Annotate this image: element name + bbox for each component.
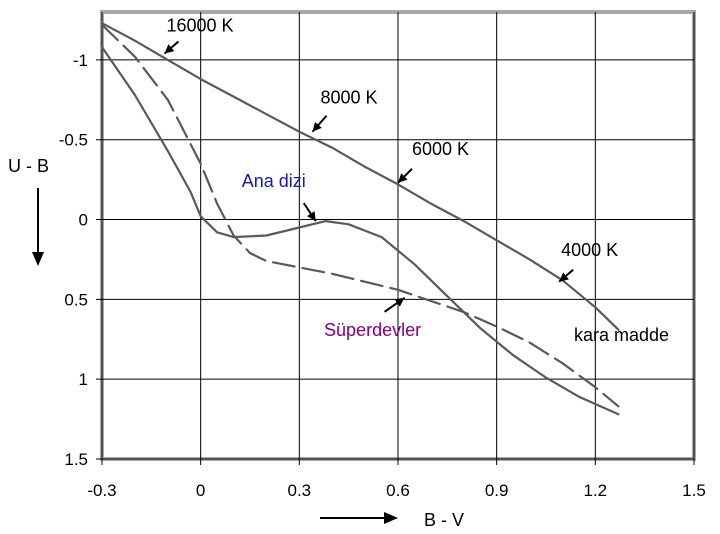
x-tick-label: 0 — [196, 481, 205, 500]
annotations: 16000 K 8000 K 6000 K 4000 K Ana dizi Süperde… — [163, 16, 618, 340]
series-line-3 — [100, 23, 620, 408]
y-tick-label: 0.5 — [64, 290, 88, 309]
annotation-label: 8000 K — [320, 88, 377, 108]
y-tick-label: 1.5 — [64, 450, 88, 469]
series-line-1 — [100, 22, 620, 331]
tick-labels: -0.3 0 0.3 0.6 0.9 1.2 1.5 -1 -0.5 0 0.5 1 1.5 — [59, 51, 706, 500]
x-tick-label: 0.9 — [485, 481, 509, 500]
y-tick-label: 0 — [79, 211, 88, 230]
x-tick-label: 1.5 — [682, 481, 706, 500]
annotation-label: 4000 K — [561, 240, 618, 260]
annotation-arrowhead — [307, 211, 316, 222]
x-tick-label: 1.2 — [584, 481, 608, 500]
annotation-label: 6000 K — [412, 139, 469, 159]
series-group — [100, 22, 620, 416]
y-tick-label: 1 — [79, 370, 88, 389]
x-tick-label: -0.3 — [87, 481, 116, 500]
x-tick-label: 0.3 — [288, 481, 312, 500]
series-line-2 — [100, 45, 620, 416]
x-axis-arrow — [320, 512, 398, 524]
x-axis-label: B - V — [424, 510, 464, 530]
annotation-label: 16000 K — [166, 16, 233, 36]
grid — [96, 12, 695, 465]
annotation-label: Ana dizi — [242, 171, 306, 191]
y-axis-label: U - B — [8, 156, 49, 176]
annotation-arrowhead — [164, 44, 175, 54]
annotation-arrowhead — [312, 122, 322, 132]
y-tick-label: -1 — [73, 51, 88, 70]
annotation-arrowhead — [559, 272, 569, 282]
annotation-arrowhead — [394, 297, 405, 307]
series-label-kara-madde: kara madde — [574, 325, 669, 345]
y-tick-label: -0.5 — [59, 131, 88, 150]
annotation-arrowhead — [398, 173, 408, 183]
x-tick-label: 0.6 — [386, 481, 410, 500]
y-axis-arrow — [32, 188, 44, 266]
annotation-label: Süperdevler — [324, 320, 421, 340]
